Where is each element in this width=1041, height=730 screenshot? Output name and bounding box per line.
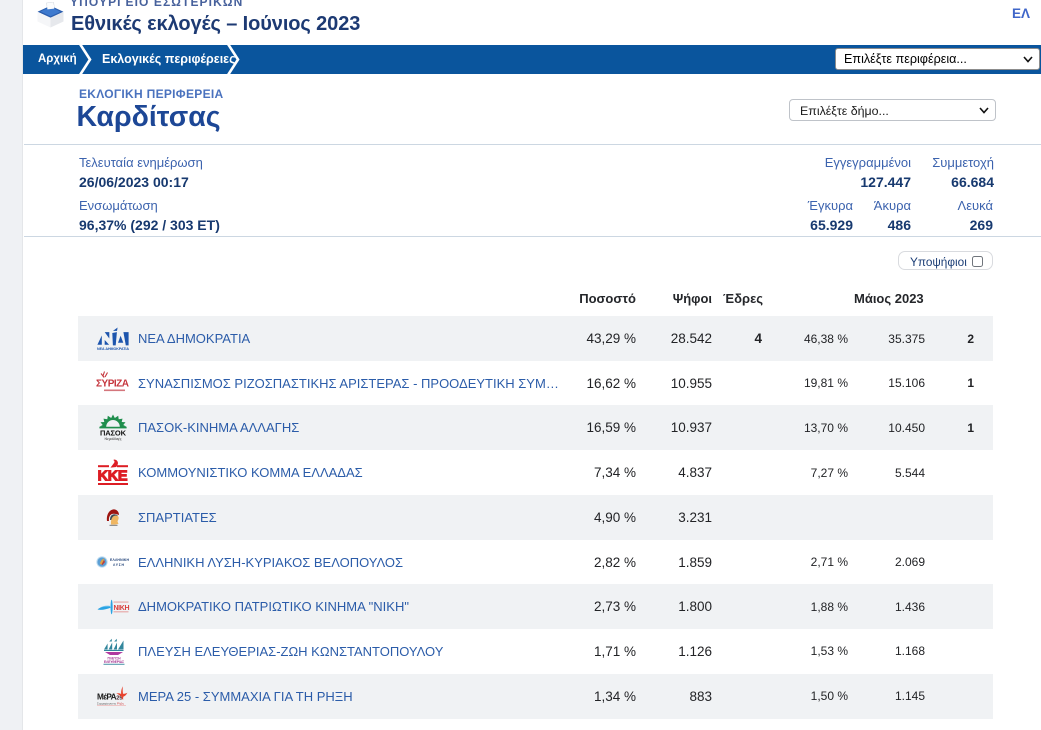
svg-text:ΝΙΚΗ: ΝΙΚΗ: [114, 605, 130, 612]
svg-text:ΣΥΡΙΖΑ: ΣΥΡΙΖΑ: [96, 379, 129, 390]
svg-text:ΠΛΕΥΣΗ: ΠΛΕΥΣΗ: [108, 656, 122, 660]
svg-text:ΝΕΑ ΔΗΜΟΚΡΑΤΙΑ: ΝΕΑ ΔΗΜΟΚΡΑΤΙΑ: [97, 347, 129, 351]
svg-text:Συμμαχία για τη: Συμμαχία για τη: [97, 701, 116, 705]
svg-text:ΕΛΕΥΘΕΡΙΑΣ: ΕΛΕΥΘΕΡΙΑΣ: [104, 660, 124, 664]
svg-text:ΜέΡΑ: ΜέΡΑ: [97, 693, 117, 702]
svg-text:ΠΑΣΟΚ: ΠΑΣΟΚ: [100, 429, 127, 438]
svg-text:ΛΥΣΗ: ΛΥΣΗ: [113, 563, 125, 567]
svg-text:ΕΛΛΗΝΙΚΗ: ΕΛΛΗΝΙΚΗ: [110, 558, 130, 562]
svg-text:ΚΚΕ: ΚΚΕ: [98, 469, 128, 485]
svg-text:Ρήξη: Ρήξη: [117, 701, 124, 705]
svg-text:25: 25: [116, 696, 123, 702]
svg-text:Κίνημα Αλλαγής: Κίνημα Αλλαγής: [105, 437, 122, 441]
